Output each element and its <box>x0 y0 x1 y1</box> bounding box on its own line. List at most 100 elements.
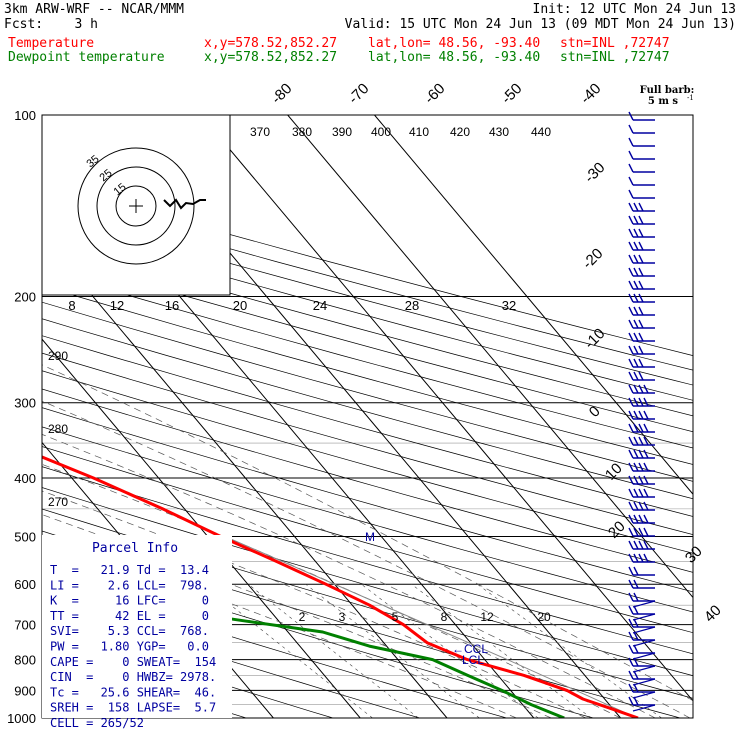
wind-barb-flag <box>638 293 644 303</box>
plot-frame <box>41 114 694 719</box>
wind-barb <box>628 384 655 394</box>
wind-barb-flag <box>628 267 634 277</box>
parcel-info-row: TT = 42 EL = 0 <box>50 609 209 623</box>
wind-barb-flag <box>633 462 639 472</box>
wind-barb <box>628 592 656 608</box>
wind-barb-veer <box>632 652 656 660</box>
wind-barb-flag <box>628 553 634 563</box>
wind-barb-flag <box>638 436 644 446</box>
mixing-ratio-12 <box>411 583 592 718</box>
parcel-info-row: CELL = 265/52 <box>50 716 144 730</box>
dry-adiabat-420 <box>42 301 693 482</box>
wind-barb-flag <box>643 540 649 550</box>
barb-legend-title: Full barb: <box>640 85 695 96</box>
wind-barb-veer <box>632 613 656 621</box>
wind-barb-flag <box>633 436 639 446</box>
wind-barb-flag <box>633 254 639 264</box>
dry-adiabat-480 <box>42 209 693 386</box>
wind-barb <box>628 293 655 303</box>
wind-barb-flag <box>638 384 644 394</box>
wind-barb-flag <box>628 111 634 121</box>
wind-barb-flag <box>628 592 634 602</box>
wind-barb-flag <box>638 553 644 563</box>
wind-barb-flag <box>633 319 639 329</box>
wind-barb <box>628 462 655 472</box>
wind-barb <box>628 176 655 186</box>
wind-barb-veer <box>632 600 656 608</box>
wind-barb-flag <box>633 345 639 355</box>
wind-barb-flag <box>633 228 639 238</box>
pressure-label-800: 800 <box>14 653 36 668</box>
wind-barb-flag <box>628 345 634 355</box>
mixing-ratio-label-20: 20 <box>537 610 551 624</box>
dry-adiabat-280 <box>42 576 507 718</box>
wind-barb-flag <box>633 293 639 303</box>
dry-adiabat-450 <box>42 254 693 433</box>
parcel-info-row: PW = 1.80 YGP= 0.0 <box>50 640 209 654</box>
wind-barb <box>628 397 655 407</box>
isotherm-label--60: -60 <box>421 80 448 107</box>
pressure-label-600: 600 <box>14 577 36 592</box>
wind-barb-flag <box>643 475 649 485</box>
wind-barb <box>628 358 655 368</box>
wind-barb <box>628 657 656 673</box>
wind-barb-flag <box>628 319 634 329</box>
isotherm--10 <box>42 338 361 718</box>
hodograph-ring-15 <box>115 185 157 227</box>
isotherm-40 <box>287 115 693 599</box>
wind-barb-flag <box>628 462 634 472</box>
theta-label-400: 400 <box>371 125 391 139</box>
dewpoint-latlon: lat,lon= 48.56, -93.40 <box>368 50 541 65</box>
parcel-info-row: CAPE = 0 SWEAT= 154 <box>50 655 216 669</box>
dry-adiabat-400 <box>42 335 693 517</box>
pressure-label-500: 500 <box>14 529 36 544</box>
wind-barb-flag <box>633 527 639 537</box>
forecast-hour: Fcst: 3 h <box>4 17 98 32</box>
wind-barb-flag <box>643 397 649 407</box>
wind-barb-flag <box>633 241 639 251</box>
wind-barb-flag <box>638 371 644 381</box>
isotherm-label-20: 20 <box>605 518 629 542</box>
dry-adiabat-460 <box>42 239 693 417</box>
wind-barb <box>628 306 655 316</box>
wind-barb <box>628 371 655 381</box>
moist-adiabat-28 <box>42 400 691 718</box>
wind-barb-flag <box>638 202 644 212</box>
moist-adiabat-24 <box>42 433 656 718</box>
wind-barb-flag <box>628 293 634 303</box>
wind-barb <box>628 683 656 699</box>
wind-barb-flag <box>628 475 634 485</box>
dry-adiabat-320 <box>42 487 693 677</box>
temperature-legend-label: Temperature <box>8 36 95 51</box>
moist-label-24: 24 <box>313 298 327 313</box>
wind-barb-flag <box>643 527 649 537</box>
wind-barb-flag <box>633 553 639 563</box>
dewpoint-legend-label: Dewpoint temperature <box>8 50 165 65</box>
wind-barb <box>628 137 655 147</box>
moist-label-32: 32 <box>502 298 516 313</box>
theta-label-390: 390 <box>332 125 352 139</box>
wind-barb-flag <box>633 449 639 459</box>
wind-barb-flag <box>643 410 649 420</box>
wind-barb <box>628 202 655 212</box>
wind-barb-flag <box>633 592 639 602</box>
wind-barb-flag <box>638 332 644 342</box>
wind-barb-flag <box>628 202 634 212</box>
theta-label-380: 380 <box>292 125 312 139</box>
wind-barb-flag <box>633 423 639 433</box>
wind-barb-flag <box>628 488 634 498</box>
wind-barb <box>628 553 655 563</box>
mixing-ratio-label-2: 2 <box>299 610 306 624</box>
barb-legend-exponent: -1 <box>687 94 694 102</box>
mixing-ratio-20 <box>477 583 662 718</box>
wind-barb-veer <box>632 665 656 673</box>
hodograph-ring-35 <box>77 147 195 265</box>
wind-barb-flag <box>638 514 644 524</box>
wind-barb <box>628 644 656 660</box>
dry-adiabat-330 <box>42 466 693 655</box>
wind-barb-flag <box>638 319 644 329</box>
wind-barb <box>628 345 655 355</box>
isotherm-50 <box>374 115 693 495</box>
theta-label-410: 410 <box>409 125 429 139</box>
wind-barb <box>628 150 655 160</box>
